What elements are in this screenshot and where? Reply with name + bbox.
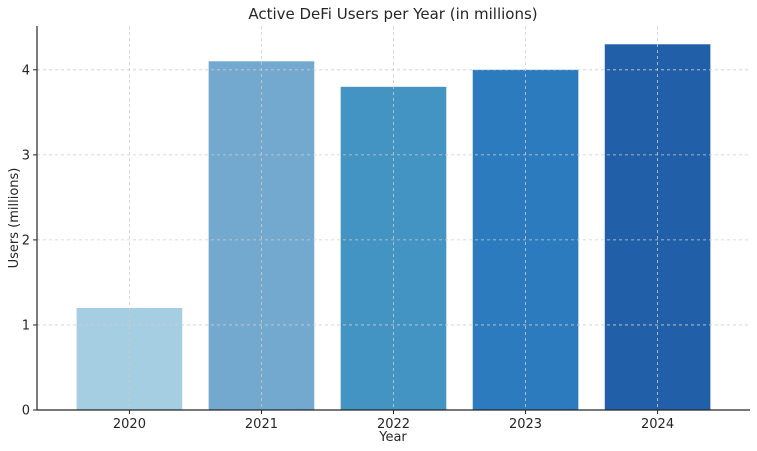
x-tick-label: 2024 <box>641 417 674 432</box>
bars <box>76 44 711 411</box>
y-tick-label: 2 <box>22 233 30 248</box>
x-tick-label: 2023 <box>509 417 542 432</box>
x-tick-label: 2020 <box>113 417 146 432</box>
x-axis-label: Year <box>378 430 407 445</box>
y-axis-label: Users (millions) <box>7 168 22 269</box>
grid <box>37 26 750 410</box>
x-tick-label: 2021 <box>245 417 278 432</box>
y-tick-label: 1 <box>22 318 30 333</box>
y-tick-label: 3 <box>22 148 30 163</box>
y-tick-label: 0 <box>22 404 30 419</box>
y-tick-label: 4 <box>22 63 30 78</box>
chart-title: Active DeFi Users per Year (in millions) <box>248 5 537 23</box>
ticks: 0 1 2 3 4 2020 2021 2022 2023 2024 <box>22 63 674 432</box>
x-tick-label: 2022 <box>377 417 410 432</box>
